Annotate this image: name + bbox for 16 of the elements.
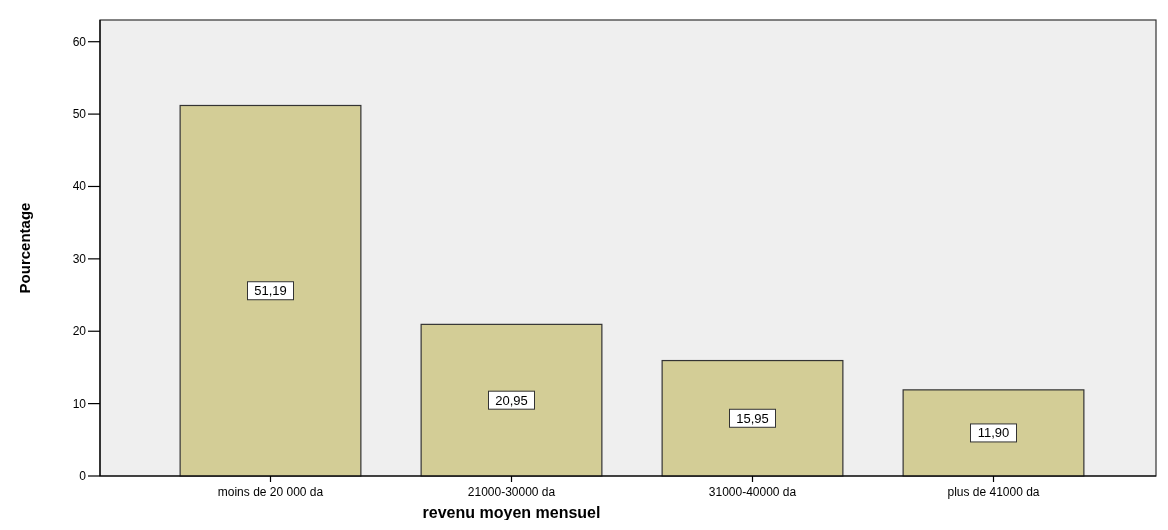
y-tick-label: 60 bbox=[72, 34, 87, 49]
x-tick-label: 31000-40000 da bbox=[708, 485, 797, 499]
x-tick-label: moins de 20 000 da bbox=[217, 485, 324, 499]
x-tick-label: plus de 41000 da bbox=[947, 485, 1040, 499]
data-label: 51,19 bbox=[254, 283, 287, 299]
y-tick-label: 0 bbox=[79, 469, 87, 483]
data-label: 15,95 bbox=[736, 410, 769, 426]
data-label: 20,95 bbox=[495, 392, 528, 408]
y-tick-label: 10 bbox=[72, 396, 87, 411]
data-label: 11,90 bbox=[977, 425, 1010, 441]
y-axis-title: Pourcentage bbox=[16, 202, 33, 294]
y-tick-label: 30 bbox=[72, 251, 87, 266]
y-tick-label: 20 bbox=[72, 324, 87, 339]
x-tick-label: 21000-30000 da bbox=[467, 485, 556, 499]
y-tick-label: 40 bbox=[72, 179, 87, 194]
y-tick-label: 50 bbox=[72, 107, 87, 122]
